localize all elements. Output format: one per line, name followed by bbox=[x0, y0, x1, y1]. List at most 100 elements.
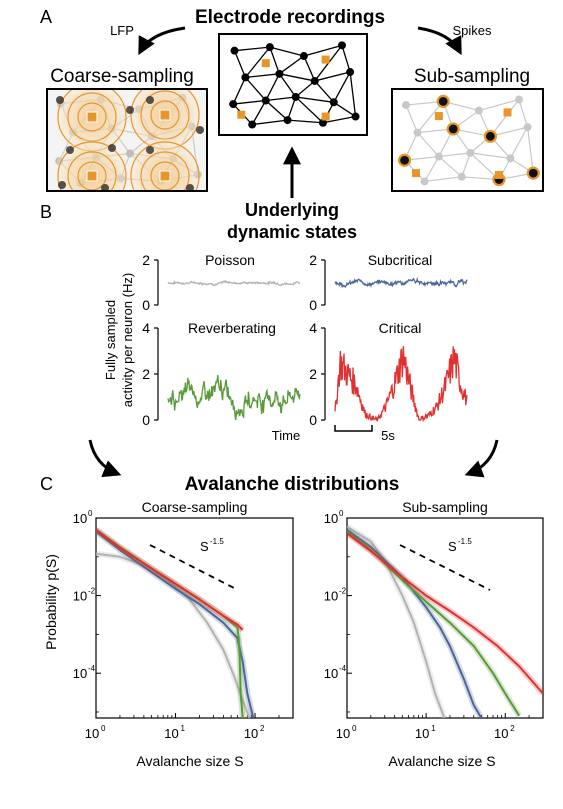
panel-label-b: B bbox=[40, 202, 52, 222]
panel-label-c: C bbox=[40, 474, 53, 494]
lfp-ring bbox=[57, 141, 127, 191]
electrode-marker bbox=[494, 170, 503, 179]
network-edge bbox=[233, 99, 266, 105]
network-edge bbox=[252, 119, 288, 126]
arrow-to-coarse bbox=[138, 26, 186, 56]
dist-title: Sub-sampling bbox=[402, 499, 488, 515]
series-confidence-band bbox=[96, 550, 253, 718]
network-edge bbox=[438, 156, 463, 178]
neuron bbox=[514, 95, 523, 104]
neuron bbox=[126, 106, 134, 114]
x-tick-label: 10 bbox=[164, 726, 178, 741]
trace-panels: 0 2 Poisson 0 2 Subcritical 0 2 4 Reverberating 0 2… bbox=[142, 252, 468, 428]
network-edge bbox=[265, 73, 280, 101]
sampled-neuron bbox=[436, 94, 450, 108]
trace-y-tick-label: 0 bbox=[142, 412, 150, 428]
trace-title: Critical bbox=[379, 320, 422, 336]
neuron bbox=[108, 144, 116, 152]
neuron bbox=[434, 152, 443, 161]
neuron bbox=[299, 52, 308, 61]
x-tick-exponent: 2 bbox=[510, 724, 515, 733]
electrode-marker bbox=[86, 111, 98, 123]
trace-title: Reverberating bbox=[188, 320, 276, 336]
sampled-neuron bbox=[397, 153, 412, 167]
y-tick-exponent: -4 bbox=[339, 664, 347, 673]
network-edge bbox=[417, 132, 440, 157]
network-edge bbox=[265, 96, 296, 102]
network-edge bbox=[322, 115, 356, 124]
lfp-field bbox=[127, 138, 203, 191]
activity-trace bbox=[167, 374, 301, 421]
network-edge bbox=[478, 98, 520, 112]
sub-network-frame bbox=[391, 88, 544, 192]
neuron bbox=[230, 46, 239, 55]
y-tick-exponent: -4 bbox=[88, 664, 96, 673]
plot-frame bbox=[95, 517, 294, 719]
electrode-marker bbox=[237, 110, 246, 119]
series-confidence-band bbox=[347, 530, 543, 696]
network-edge bbox=[341, 45, 351, 73]
y-tick-exponent: 0 bbox=[88, 509, 93, 518]
y-tick-label: 10 bbox=[324, 589, 338, 604]
neuron bbox=[248, 120, 257, 129]
electrode-marker bbox=[86, 170, 98, 182]
network-edge bbox=[279, 55, 305, 75]
neuron bbox=[126, 149, 135, 158]
y-tick-exponent: 0 bbox=[339, 509, 344, 518]
network-edge bbox=[234, 46, 270, 52]
trace-y-tick-label: 2 bbox=[142, 252, 150, 268]
series-line-subcritical bbox=[347, 528, 483, 718]
x-tick-label: 10 bbox=[415, 726, 429, 741]
neuron bbox=[275, 69, 284, 78]
network-edge bbox=[438, 152, 471, 158]
slope-exponent: -1.5 bbox=[458, 537, 472, 546]
neuron bbox=[346, 68, 355, 77]
network-edge bbox=[333, 101, 356, 118]
network-edge bbox=[279, 73, 315, 82]
network-edge bbox=[314, 71, 351, 82]
series-line-critical bbox=[96, 528, 244, 631]
sampled-neuron bbox=[526, 166, 540, 180]
network-edge bbox=[244, 76, 267, 101]
underlying-title-line2: dynamic states bbox=[227, 222, 357, 242]
y-tick-exponent: -2 bbox=[339, 587, 347, 596]
neuron bbox=[146, 146, 154, 154]
network-edge bbox=[489, 99, 520, 137]
network-edge bbox=[405, 104, 419, 133]
y-tick-label: 10 bbox=[73, 666, 87, 681]
electrode-marker bbox=[321, 55, 330, 64]
y-tick-label: 10 bbox=[73, 511, 87, 526]
neuron bbox=[241, 73, 250, 82]
x-tick-exponent: 1 bbox=[431, 724, 436, 733]
electrode-marker bbox=[434, 112, 443, 121]
activity-trace bbox=[334, 345, 468, 423]
neuron bbox=[229, 100, 238, 109]
x-tick-exponent: 0 bbox=[101, 724, 106, 733]
y-tick-exponent: -2 bbox=[88, 587, 96, 596]
neuron bbox=[318, 118, 327, 127]
x-tick-label: 10 bbox=[244, 726, 258, 741]
trace-y-tick-label: 0 bbox=[309, 412, 317, 428]
trace-title: Subcritical bbox=[368, 252, 433, 268]
network-edge bbox=[424, 176, 462, 182]
lfp-ring bbox=[140, 151, 190, 191]
network-edge bbox=[233, 50, 247, 78]
network-edge bbox=[314, 80, 335, 103]
network-edge bbox=[269, 46, 281, 75]
lfp-ring bbox=[130, 141, 200, 191]
trace-y-tick-label: 2 bbox=[309, 252, 317, 268]
network-edge bbox=[265, 100, 288, 121]
network-edge bbox=[303, 44, 343, 57]
y-tick-label: 10 bbox=[324, 511, 338, 526]
series-line-poisson bbox=[347, 525, 446, 718]
dist-title: Coarse-sampling bbox=[142, 499, 248, 515]
network-edge bbox=[232, 77, 246, 105]
reference-slope-line bbox=[399, 544, 491, 591]
y-tick-label: 10 bbox=[73, 589, 87, 604]
neuron bbox=[474, 106, 483, 115]
network-edge bbox=[287, 119, 323, 124]
sub-network bbox=[392, 89, 543, 191]
trace-y-tick-label: 2 bbox=[309, 366, 317, 382]
spikes-label: Spikes bbox=[452, 23, 492, 38]
